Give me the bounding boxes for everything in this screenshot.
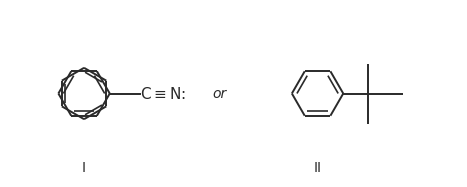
Text: C$\equiv$N:: C$\equiv$N: [140,85,186,102]
Text: I: I [82,161,86,175]
Text: or: or [212,87,226,100]
Text: II: II [313,161,322,175]
